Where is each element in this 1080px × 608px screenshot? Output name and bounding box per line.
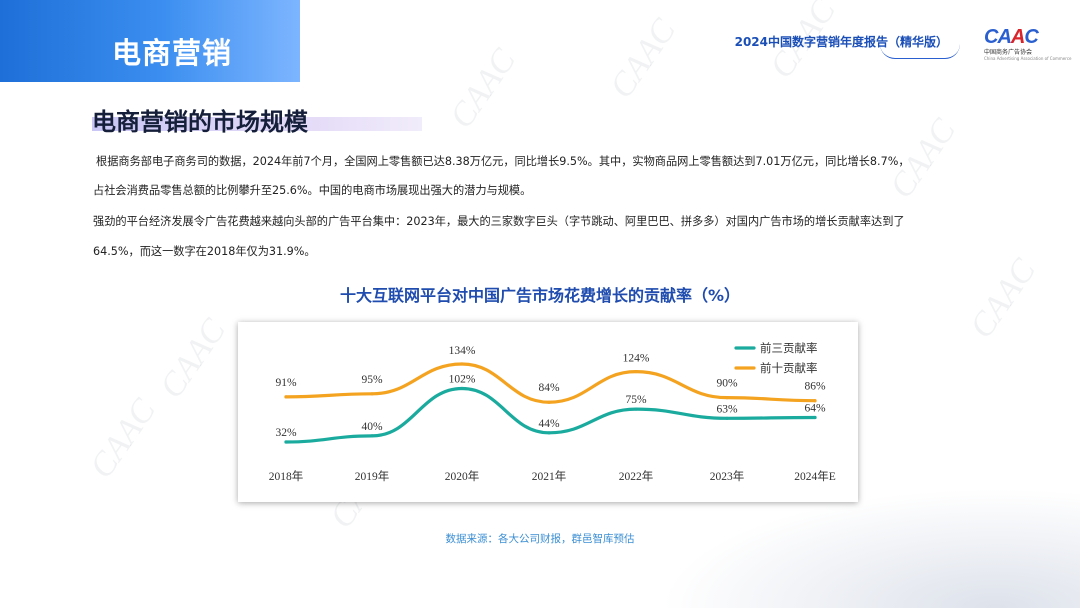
x-axis-tick-label: 2024年E: [794, 469, 836, 483]
data-label: 84%: [538, 382, 560, 394]
chart-title: 十大互联网平台对中国广告市场花费增长的贡献率（%）: [339, 286, 741, 305]
data-label: 63%: [716, 403, 738, 415]
watermark: CAAC: [82, 392, 164, 485]
section-header-band: 电商营销: [0, 0, 300, 82]
report-title-swoosh: [880, 44, 960, 59]
data-point: [813, 415, 817, 420]
data-point: [547, 400, 551, 404]
data-label: 64%: [804, 403, 826, 415]
data-point: [813, 399, 817, 403]
data-point: [725, 416, 729, 420]
watermark: CAAC: [152, 312, 234, 405]
legend-label: 前十贡献率: [760, 361, 818, 375]
data-point: [284, 395, 288, 399]
watermark: CAAC: [442, 42, 524, 135]
data-point: [370, 392, 374, 396]
data-point: [460, 362, 464, 366]
data-point: [547, 431, 551, 435]
x-axis-tick-label: 2022年: [619, 469, 654, 483]
data-point: [725, 396, 729, 400]
logo-subtitle: 中国商务广告协会: [984, 49, 1033, 56]
data-label: 134%: [449, 345, 476, 357]
x-axis-tick-label: 2020年: [445, 469, 480, 483]
data-label: 102%: [449, 373, 476, 385]
section-title: 电商营销: [112, 36, 233, 70]
heading-highlight-bar: [92, 117, 422, 131]
page-heading: 电商营销的市场规模: [92, 108, 308, 136]
paragraph-line: 占社会消费品零售总额的比例攀升至25.6%。中国的电商市场展现出强大的潜力与规模…: [93, 184, 532, 197]
data-label: 95%: [361, 374, 383, 386]
data-point: [460, 386, 464, 391]
paragraph-line: 64.5%，而这一数字在2018年仅为31.9%。: [93, 245, 316, 258]
data-label: 86%: [804, 381, 826, 393]
data-label: 75%: [625, 394, 647, 406]
paragraph-line: 根据商务部电子商务司的数据，2024年前7个月，全国网上零售额已达8.38万亿元…: [96, 155, 910, 168]
x-axis-tick-label: 2018年: [269, 469, 304, 483]
data-label: 40%: [361, 421, 383, 433]
logo-subtitle-en: China Advertising Association of Commerc…: [984, 56, 1072, 61]
data-label: 90%: [716, 378, 738, 390]
decorative-dot-wave: [660, 488, 1080, 608]
data-point: [634, 370, 638, 374]
caac-logo: CAAC 中国商务广告协会 China Advertising Associat…: [984, 26, 1072, 61]
data-label: 91%: [275, 377, 297, 389]
data-point: [284, 440, 288, 444]
data-point: [370, 434, 374, 438]
x-axis-tick-label: 2021年: [532, 469, 567, 483]
x-axis-tick-label: 2019年: [355, 469, 390, 483]
paragraph-line: 强劲的平台经济发展令广告花费越来越向头部的广告平台集中：2023年，最大的三家数…: [93, 215, 905, 228]
x-axis-tick-label: 2023年: [710, 469, 745, 483]
chart-card: 2018年 2019年 2020年 2021年 2022年 2023年 2024年E 32% 4…: [238, 322, 858, 502]
data-point: [634, 407, 638, 411]
data-source: 数据来源：各大公司财报，群邑智库预估: [445, 533, 635, 545]
line-chart: 2018年 2019年 2020年 2021年 2022年 2023年 2024年E 32% 4…: [269, 341, 836, 483]
data-label: 32%: [275, 427, 297, 439]
watermark: CAAC: [602, 12, 684, 105]
data-label: 124%: [623, 353, 650, 365]
logo-mark: CAAC: [984, 26, 1039, 48]
legend-label: 前三贡献率: [760, 341, 818, 355]
data-label: 44%: [538, 418, 560, 430]
